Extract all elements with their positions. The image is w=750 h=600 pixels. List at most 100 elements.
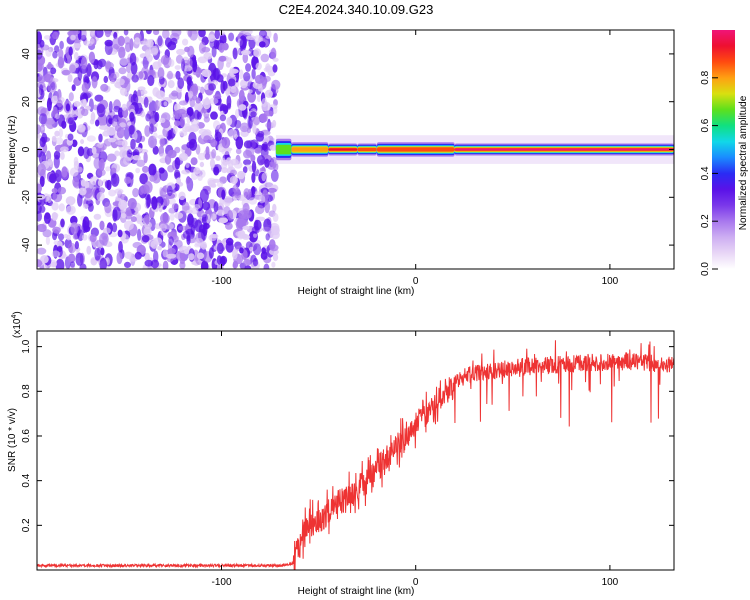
noise-cell [120, 213, 127, 219]
noise-cell [67, 117, 74, 125]
noise-cell [168, 207, 176, 214]
noise-cell [157, 100, 162, 107]
y-tick-label: 0.4 [21, 473, 32, 487]
noise-cell [263, 263, 270, 269]
noise-cell [188, 253, 195, 261]
noise-cell [171, 90, 178, 97]
noise-cell [107, 137, 117, 143]
noise-cell [56, 99, 63, 108]
noise-cell [221, 189, 226, 200]
noise-cell [176, 108, 187, 115]
noise-cell [225, 241, 234, 253]
noise-cell [45, 117, 56, 130]
noise-cell [93, 59, 99, 70]
y-tick-label: 1.0 [21, 339, 32, 353]
noise-cell [129, 52, 137, 66]
snr-y-ticks: 0.2 0.4 0.6 0.8 1.0 [21, 339, 674, 532]
noise-cell [109, 72, 117, 83]
noise-cell [40, 255, 49, 264]
noise-cell [185, 162, 190, 168]
noise-cell [37, 133, 41, 138]
noise-cell [89, 30, 95, 36]
noise-cell [37, 163, 46, 176]
noise-cell [204, 97, 210, 106]
noise-cell [99, 125, 109, 130]
noise-cell [112, 37, 121, 50]
noise-cell [94, 30, 104, 38]
noise-cell [153, 132, 158, 139]
noise-cell [143, 96, 149, 108]
snr-multiplier-label: (x104) [11, 311, 23, 338]
noise-cell [227, 117, 232, 125]
noise-cell [164, 37, 172, 48]
noise-cell [179, 152, 188, 162]
noise-cell [60, 218, 65, 228]
y-tick-label: -20 [21, 190, 32, 205]
signal-band-cell [275, 144, 292, 155]
noise-cell [186, 76, 192, 86]
noise-cell [81, 234, 88, 241]
snr-frame [36, 330, 675, 571]
noise-cell [182, 38, 189, 46]
noise-cell [232, 249, 238, 260]
noise-cell [147, 75, 155, 87]
noise-cell [81, 30, 87, 40]
noise-cell [242, 225, 250, 230]
noise-cell [252, 124, 257, 134]
noise-cell [54, 137, 64, 145]
x-tick-label: 0 [413, 276, 419, 287]
snr-y-axis-label: SNR (10 * v/v) [7, 408, 18, 472]
noise-cell [269, 244, 279, 252]
noise-cell [235, 218, 245, 231]
noise-cell [207, 34, 216, 42]
x-tick-label: 100 [602, 276, 619, 287]
noise-cell [253, 233, 258, 238]
noise-cell [123, 220, 134, 231]
noise-cell [80, 139, 85, 145]
noise-cell [167, 247, 176, 255]
noise-cell [58, 48, 64, 60]
noise-cell [222, 105, 229, 115]
noise-cell [37, 148, 43, 158]
noise-cell [37, 247, 47, 255]
noise-cell [108, 101, 113, 113]
noise-cell [131, 74, 139, 83]
noise-cell [167, 129, 173, 140]
noise-cell [181, 169, 191, 175]
noise-cell [163, 197, 170, 207]
noise-cell [192, 59, 198, 73]
noise-cell [201, 69, 212, 78]
noise-cell [73, 43, 82, 49]
noise-cell [78, 124, 86, 132]
noise-cell [182, 230, 190, 239]
noise-cell [55, 113, 60, 120]
noise-cell [256, 94, 261, 103]
noise-cell [99, 158, 105, 172]
noise-cell [248, 118, 253, 129]
x-tick-label: -100 [211, 276, 231, 287]
noise-cell [150, 240, 158, 249]
noise-cell [90, 38, 95, 45]
noise-cell [132, 155, 141, 161]
noise-cell [219, 31, 226, 36]
noise-cell [243, 140, 253, 149]
noise-cell [252, 191, 263, 196]
x-tick-label: 100 [602, 577, 619, 588]
noise-cell [272, 203, 277, 213]
noise-cell [94, 247, 101, 261]
noise-cell [243, 259, 252, 266]
noise-cell [72, 30, 80, 35]
noise-cell [186, 209, 193, 214]
noise-cell [145, 194, 151, 209]
noise-cell [200, 241, 207, 250]
noise-cell [147, 96, 153, 103]
noise-cell [37, 31, 42, 45]
noise-cell [219, 114, 227, 122]
noise-cell [273, 32, 278, 43]
noise-cell [144, 49, 151, 59]
noise-cell [137, 228, 142, 241]
noise-cell [98, 133, 103, 143]
spectrogram-panel: -100 0 100 -40 -20 0 20 40 Height of straight … [7, 29, 675, 297]
noise-cell [150, 259, 160, 269]
noise-cell [106, 126, 117, 136]
